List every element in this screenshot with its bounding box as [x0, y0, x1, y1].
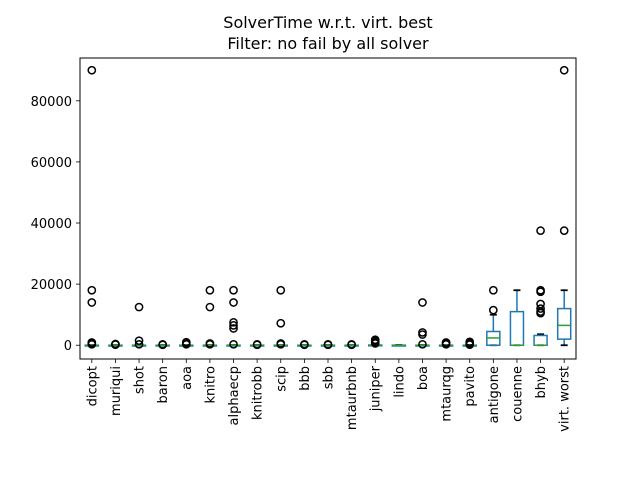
x-tick-label: virt. worst — [558, 366, 573, 432]
x-tick-label: boa — [416, 366, 431, 390]
x-tick-label: shot — [133, 366, 148, 394]
x-tick-label: sbb — [322, 366, 337, 389]
x-tick-label: dicopt — [85, 366, 100, 406]
outlier-point — [229, 321, 238, 330]
outlier-point — [536, 285, 545, 295]
y-tick-label: 80000 — [31, 95, 72, 110]
plot-area: 0 20000 40000 60000 80000 dicopt muriqui shot ba… — [31, 57, 577, 432]
x-tick-label: mtaurqg — [440, 366, 455, 422]
outlier-point — [87, 285, 97, 295]
outlier-point — [536, 226, 545, 236]
outlier-point — [134, 339, 144, 349]
outlier-point — [418, 339, 427, 349]
outlier-point — [276, 339, 286, 348]
outlier-point — [276, 318, 286, 328]
outlier-point — [87, 338, 97, 347]
outlier-point — [87, 298, 97, 307]
outlier-point — [465, 337, 475, 347]
x-tick-label: antigone — [487, 366, 502, 423]
chart-title: SolverTime w.r.t. virt. best — [223, 13, 432, 32]
outlier-point — [370, 335, 380, 345]
outlier-point — [276, 285, 286, 295]
outlier-point — [158, 339, 168, 349]
y-tick-label: 0 — [64, 339, 72, 354]
outlier-point — [300, 339, 309, 349]
box-iqr — [556, 307, 572, 340]
x-tick-label: knitro — [203, 366, 218, 404]
outlier-point — [559, 65, 569, 75]
outlier-point — [536, 304, 545, 313]
outlier-point — [252, 339, 262, 349]
outlier-point — [229, 317, 238, 327]
outlier-point — [418, 298, 427, 307]
x-tick-label: couenne — [510, 366, 525, 422]
outlier-point — [181, 337, 191, 347]
outlier-point — [205, 285, 215, 295]
outlier-point — [134, 336, 144, 346]
x-tick-label: bbb — [298, 366, 313, 391]
outlier-point — [205, 302, 215, 312]
y-tick-label: 60000 — [31, 156, 72, 171]
x-tick-label: mtaurbnb — [345, 366, 360, 430]
chart-subtitle: Filter: no fail by all solver — [227, 34, 429, 53]
x-tick-label: knitrobb — [251, 366, 266, 420]
x-tick-label: aoa — [180, 366, 195, 390]
x-tick-label: scip — [274, 366, 289, 392]
y-tick-label: 20000 — [31, 278, 72, 293]
outlier-point — [229, 298, 238, 307]
outlier-point — [229, 324, 238, 333]
outlier-point — [441, 338, 451, 347]
outlier-point — [347, 339, 356, 349]
outlier-point — [559, 226, 569, 236]
outlier-point — [87, 65, 97, 75]
x-tick-label: bhyb — [534, 366, 549, 398]
x-tick-label: juniper — [369, 365, 384, 412]
outlier-point — [205, 339, 215, 348]
x-tick-label: pavito — [463, 366, 478, 407]
outlier-point — [323, 339, 333, 349]
outlier-point — [488, 285, 498, 295]
x-tick-label: alphaecp — [227, 366, 242, 425]
outlier-point — [134, 302, 144, 312]
axes-frame — [79, 57, 577, 360]
x-tick-label: muriqui — [109, 366, 124, 416]
outlier-point — [111, 339, 120, 349]
outlier-point — [536, 299, 545, 309]
y-tick-label: 40000 — [31, 217, 72, 232]
outlier-point — [229, 285, 238, 295]
outlier-point — [418, 328, 427, 337]
x-tick-label: baron — [156, 366, 171, 403]
outlier-point — [229, 339, 238, 349]
outlier-point — [488, 305, 498, 315]
x-tick-label: lindo — [392, 366, 407, 398]
